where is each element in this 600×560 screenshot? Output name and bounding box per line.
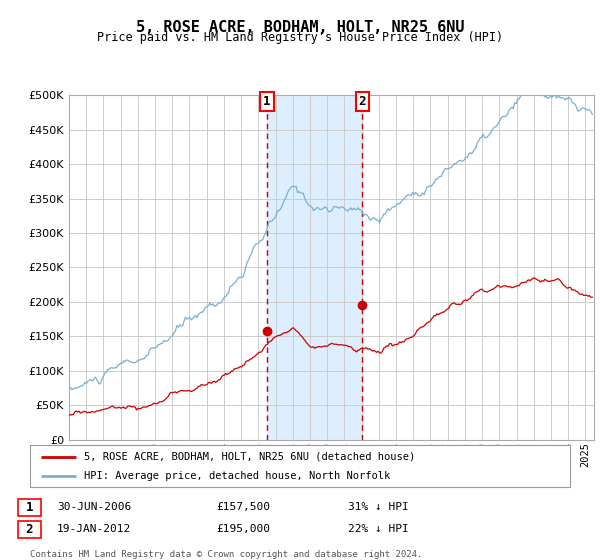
Text: 5, ROSE ACRE, BODHAM, HOLT, NR25 6NU (detached house): 5, ROSE ACRE, BODHAM, HOLT, NR25 6NU (de… bbox=[84, 451, 415, 461]
Text: 1: 1 bbox=[263, 95, 271, 108]
Bar bbox=[267, 95, 362, 440]
Text: £195,000: £195,000 bbox=[216, 524, 270, 534]
Text: £157,500: £157,500 bbox=[216, 502, 270, 512]
Text: 2: 2 bbox=[359, 95, 366, 108]
Text: Price paid vs. HM Land Registry's House Price Index (HPI): Price paid vs. HM Land Registry's House … bbox=[97, 31, 503, 44]
Text: 31% ↓ HPI: 31% ↓ HPI bbox=[348, 502, 409, 512]
Text: 2: 2 bbox=[26, 522, 33, 536]
Text: 19-JAN-2012: 19-JAN-2012 bbox=[57, 524, 131, 534]
Text: 1: 1 bbox=[26, 501, 33, 514]
Text: Contains HM Land Registry data © Crown copyright and database right 2024.
This d: Contains HM Land Registry data © Crown c… bbox=[30, 550, 422, 560]
Text: 30-JUN-2006: 30-JUN-2006 bbox=[57, 502, 131, 512]
Text: 5, ROSE ACRE, BODHAM, HOLT, NR25 6NU: 5, ROSE ACRE, BODHAM, HOLT, NR25 6NU bbox=[136, 20, 464, 35]
Text: HPI: Average price, detached house, North Norfolk: HPI: Average price, detached house, Nort… bbox=[84, 471, 390, 481]
Text: 22% ↓ HPI: 22% ↓ HPI bbox=[348, 524, 409, 534]
